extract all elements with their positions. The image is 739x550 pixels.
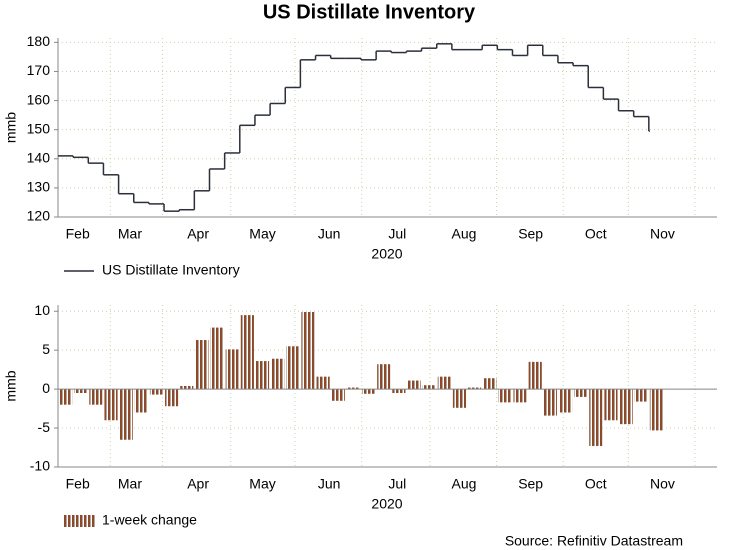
y-axis-label: mmb — [3, 370, 19, 401]
bar — [149, 389, 164, 395]
y-tick-label: 180 — [27, 33, 51, 49]
chart-title: US Distillate Inventory — [263, 1, 476, 23]
x-tick-label: Mar — [118, 226, 142, 242]
bar — [240, 315, 254, 390]
bar — [407, 380, 421, 390]
y-tick-label: 0 — [42, 380, 50, 396]
x-tick-label: Feb — [66, 476, 90, 492]
bar — [165, 389, 179, 407]
bar — [634, 389, 648, 402]
bar — [649, 389, 663, 431]
bar — [513, 389, 527, 403]
bar — [574, 389, 588, 397]
y-tick-label: -10 — [30, 458, 50, 474]
x-tick-label: Sep — [518, 226, 543, 242]
bar — [180, 386, 194, 390]
bar — [210, 327, 224, 390]
bar — [301, 312, 315, 390]
y-tick-label: 160 — [27, 91, 51, 107]
x-tick-label: Jul — [388, 476, 406, 492]
source: Source: Refinitiv Datastream — [505, 533, 683, 549]
y-tick-label: 170 — [27, 62, 51, 78]
x-axis-label: 2020 — [371, 496, 402, 512]
x-tick-label: Jun — [318, 476, 341, 492]
legend-label: US Distillate Inventory — [102, 262, 240, 278]
y-tick-label: 10 — [34, 302, 50, 318]
x-tick-label: Oct — [585, 226, 607, 242]
bar — [528, 361, 542, 390]
legend-label: 1-week change — [102, 512, 197, 528]
x-tick-label: Apr — [187, 226, 209, 242]
bar — [361, 389, 376, 394]
bar — [271, 358, 285, 390]
x-tick-label: Feb — [66, 226, 90, 242]
bar — [604, 389, 618, 421]
x-tick-label: May — [249, 226, 275, 242]
bar — [377, 364, 391, 390]
bar — [89, 389, 103, 405]
bar — [104, 389, 118, 421]
x-tick-label: Aug — [452, 226, 477, 242]
bar — [195, 340, 209, 390]
bar — [392, 389, 406, 394]
bar — [119, 389, 133, 440]
y-tick-label: 120 — [27, 208, 51, 224]
x-tick-label: Nov — [650, 476, 675, 492]
x-tick-label: Jun — [318, 226, 341, 242]
x-tick-label: May — [249, 476, 275, 492]
bar — [331, 389, 345, 401]
x-axis-label: 2020 — [371, 246, 402, 262]
bar — [452, 389, 467, 408]
y-axis-label: mmb — [3, 112, 19, 143]
bar — [619, 389, 633, 425]
bar — [316, 376, 330, 390]
bar — [498, 389, 512, 403]
bar — [558, 389, 573, 413]
y-tick-label: 130 — [27, 179, 51, 195]
bar — [589, 389, 603, 446]
bar — [346, 387, 360, 390]
bar — [468, 387, 482, 390]
y-tick-label: 150 — [27, 120, 51, 136]
y-tick-label: 5 — [42, 341, 50, 357]
bar — [543, 389, 557, 416]
x-tick-label: Sep — [518, 476, 543, 492]
bar — [74, 389, 88, 394]
x-tick-label: Aug — [452, 476, 477, 492]
y-tick-label: 140 — [27, 149, 51, 165]
bar — [286, 346, 300, 390]
bar — [437, 376, 451, 390]
bar — [255, 361, 270, 390]
bar — [134, 389, 148, 413]
legend-swatch — [64, 515, 96, 527]
bar — [483, 378, 497, 390]
bar — [59, 389, 73, 405]
x-tick-label: Jul — [388, 226, 406, 242]
bar — [225, 349, 239, 390]
x-tick-label: Apr — [187, 476, 209, 492]
x-tick-label: Mar — [118, 476, 142, 492]
y-tick-label: -5 — [38, 419, 51, 435]
x-tick-label: Nov — [650, 226, 675, 242]
x-tick-label: Oct — [585, 476, 607, 492]
bar — [422, 385, 436, 390]
